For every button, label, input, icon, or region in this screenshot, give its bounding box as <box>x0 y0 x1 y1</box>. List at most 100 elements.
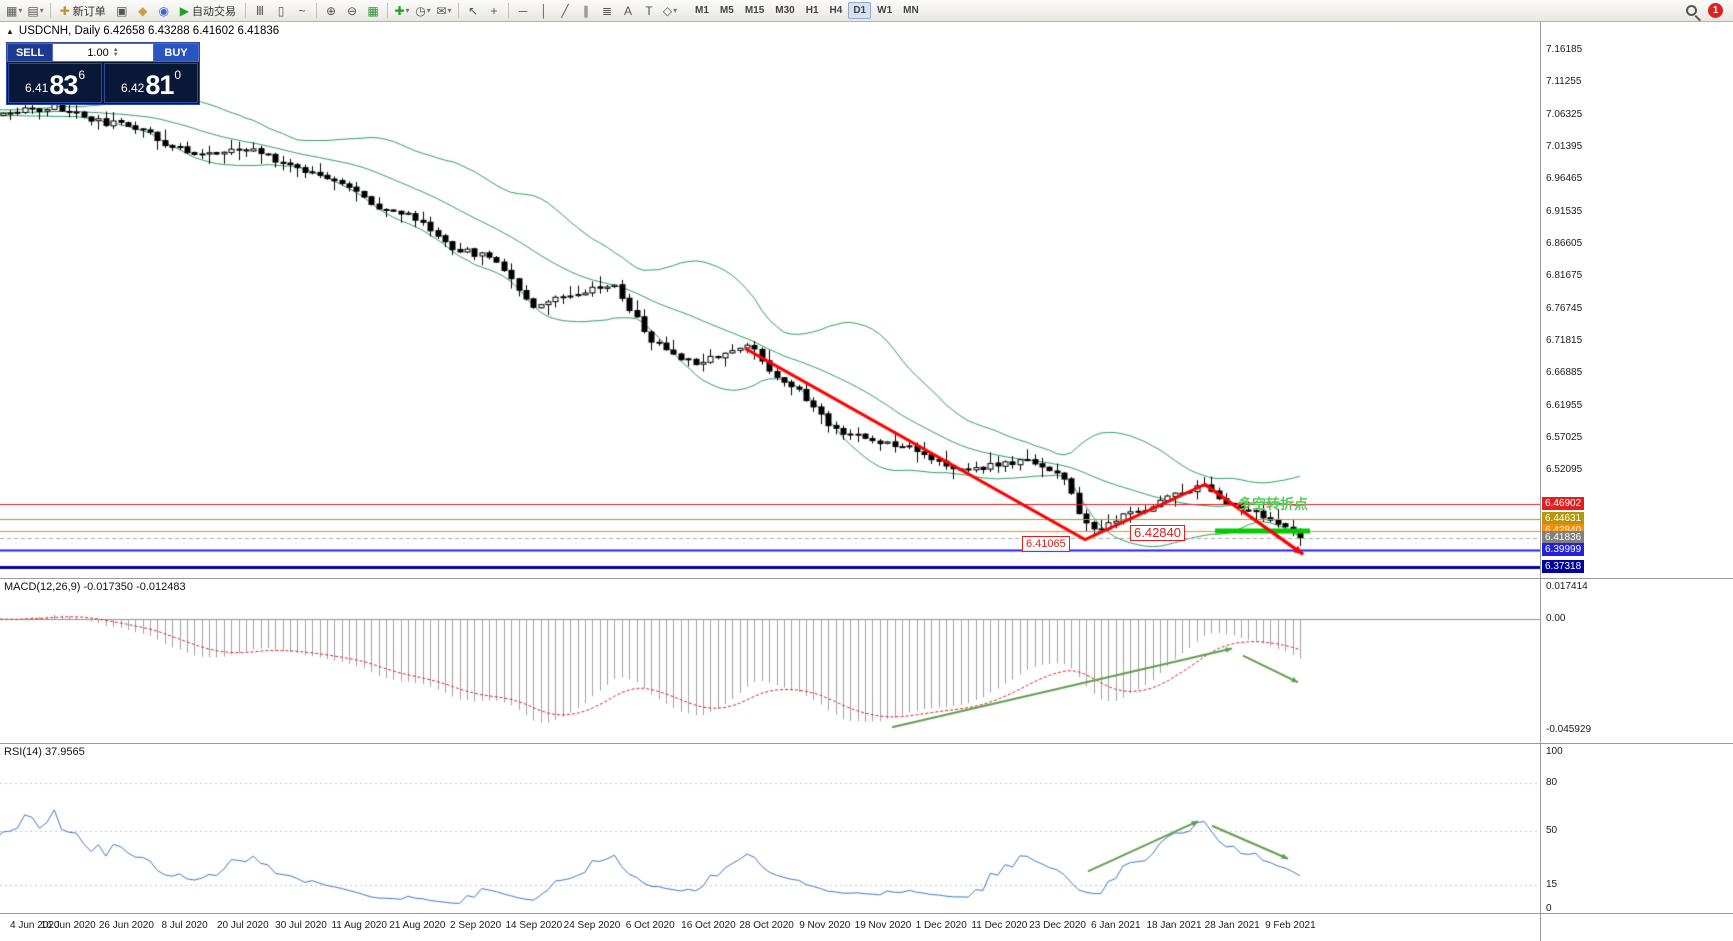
new-chart-icon[interactable]: ▦ ▾ <box>6 3 23 18</box>
label-icon[interactable]: T <box>645 3 653 18</box>
toolbar-divider <box>387 3 389 18</box>
toolbar: ▦ ▾ ▤ ▾ ✚ 新订单 ▣ ◆ ◉ ▶ 自动交易 Ⅲ ▯ ~ ⊕ ⊖ ▦ ✚ ▾ ◷ ▾ ✉ ▾ ↖ + ─ │ ╱ ∥ ≣ A T ◇ ▾ … <box>0 0 1733 22</box>
chart-window-icon[interactable]: ▣ <box>116 3 128 18</box>
volume-value: 1.00 <box>87 46 109 59</box>
axis-scale-label: -0.045929 <box>1546 723 1592 735</box>
zoom-in-icon[interactable]: ⊕ <box>325 3 337 18</box>
market-icon[interactable]: ◉ <box>158 3 170 18</box>
toolbar-divider <box>508 3 510 18</box>
volume-stepper[interactable]: ▲ ▼ <box>112 46 119 58</box>
price-axis[interactable]: 7.16185 7.11255 7.06325 7.01395 6.96465 6.915… <box>1540 22 1733 941</box>
date-axis-label: 16 Jun 2020 <box>40 920 96 931</box>
timeframe-m30-button[interactable]: M30 <box>775 5 795 16</box>
sell-price-big: 83 <box>49 70 78 100</box>
rsi-label: RSI(14) 37.9565 <box>4 746 85 758</box>
main-chart-panel: ▲ USDCNH, Daily 6.42658 6.43288 6.41602 … <box>0 22 1540 579</box>
bars-mode-icon[interactable]: Ⅲ <box>255 3 265 18</box>
toolbar-divider <box>458 3 460 18</box>
panel-divider[interactable] <box>0 578 1733 579</box>
buy-price-button[interactable]: 6.42 81 0 <box>104 63 198 103</box>
chart-ohlc-title: USDCNH, Daily 6.42658 6.43288 6.41602 6.… <box>18 25 280 37</box>
volume-down-icon[interactable]: ▼ <box>112 51 119 58</box>
one-click-trading-panel: SELL 1.00 ▲ ▼ BUY 6.41 83 6 6.42 81 0 <box>6 42 200 105</box>
axis-scale-label: 6.86605 <box>1546 238 1583 250</box>
macd-panel: MACD(12,26,9) -0.017350 -0.012483 <box>0 579 1540 744</box>
new-order-button[interactable]: ✚ 新订单 <box>59 3 106 18</box>
price-level-tag: 6.41836 <box>1542 530 1585 544</box>
volume-up-icon[interactable]: ▲ <box>112 46 119 53</box>
price-level-tag: 6.37318 <box>1542 560 1585 574</box>
axis-scale-label: 15 <box>1546 879 1558 891</box>
price-level-tag: 6.46902 <box>1542 497 1585 511</box>
macd-canvas[interactable] <box>0 579 1540 744</box>
date-axis-label: 14 Sep 2020 <box>505 920 563 931</box>
axis-scale-label: 7.11255 <box>1546 76 1582 88</box>
notification-badge[interactable]: 1 <box>1708 3 1723 18</box>
time-axis[interactable]: 4 Jun 2020 16 Jun 2020 26 Jun 2020 8 Jul 20… <box>0 914 1540 941</box>
shapes-icon[interactable]: ◇ ▾ <box>662 3 678 18</box>
date-axis-label: 24 Sep 2020 <box>563 920 621 931</box>
fibonacci-icon[interactable]: ≣ <box>601 3 613 18</box>
vertical-line-icon[interactable]: │ <box>540 3 548 18</box>
metaeditor-icon[interactable]: ◆ <box>138 3 148 18</box>
zoom-out-icon[interactable]: ⊖ <box>346 3 358 18</box>
axis-scale-label: 6.91535 <box>1546 205 1583 217</box>
toolbar-divider <box>245 3 247 18</box>
rsi-canvas[interactable] <box>0 744 1540 914</box>
text-icon[interactable]: A <box>624 3 633 18</box>
axis-scale-label: 6.66885 <box>1546 367 1583 379</box>
horizontal-line-icon[interactable]: ─ <box>518 3 528 18</box>
buy-button[interactable]: BUY <box>153 43 199 62</box>
periods-icon[interactable]: ◷ ▾ <box>415 3 431 18</box>
axis-scale-label: 6.96465 <box>1546 173 1583 185</box>
price-annotation-box: 6.42840 <box>1130 525 1185 542</box>
timeframe-w1-button[interactable]: W1 <box>877 5 893 16</box>
chart-window: ▲ USDCNH, Daily 6.42658 6.43288 6.41602 … <box>0 22 1733 941</box>
rsi-panel: RSI(14) 37.9565 <box>0 744 1540 914</box>
timeframe-d1-button[interactable]: D1 <box>848 2 872 19</box>
crosshair-icon[interactable]: + <box>490 3 498 18</box>
timeframe-h1-button[interactable]: H1 <box>805 5 819 16</box>
sell-button[interactable]: SELL <box>7 43 53 62</box>
price-level-tag: 6.39999 <box>1542 542 1585 556</box>
toolbar-divider <box>316 3 318 18</box>
panel-divider[interactable] <box>0 743 1733 744</box>
main-chart-canvas[interactable] <box>0 22 1540 579</box>
timeframe-m5-button[interactable]: M5 <box>719 5 734 16</box>
date-axis-label: 30 Jul 2020 <box>275 920 327 931</box>
indicators-icon[interactable]: ✚ ▾ <box>394 3 410 18</box>
date-axis-label: 19 Nov 2020 <box>854 920 912 931</box>
axis-scale-label: 6.76745 <box>1546 302 1583 314</box>
line-mode-icon[interactable]: ~ <box>298 3 306 18</box>
price-level-tag: 6.44631 <box>1542 512 1585 526</box>
toolbar-divider <box>49 3 51 18</box>
date-axis-label: 8 Jul 2020 <box>161 920 208 931</box>
autotrading-button[interactable]: ▶ 自动交易 <box>179 3 237 18</box>
date-axis-label: 2 Sep 2020 <box>450 920 502 931</box>
timeframe-m1-button[interactable]: M1 <box>695 5 709 16</box>
axis-scale-label: 6.81675 <box>1546 270 1583 282</box>
channel-icon[interactable]: ∥ <box>583 3 590 18</box>
axis-scale-label: 6.71815 <box>1546 335 1583 347</box>
axis-scale-label: 6.57025 <box>1546 432 1583 444</box>
axis-scale-label: 0.00 <box>1546 613 1566 624</box>
date-axis-label: 9 Nov 2020 <box>799 920 851 931</box>
search-icon[interactable] <box>1681 2 1701 20</box>
tile-windows-icon[interactable]: ▦ <box>367 3 379 18</box>
volume-input[interactable]: 1.00 ▲ ▼ <box>53 43 153 62</box>
date-axis-label: 9 Feb 2021 <box>1265 920 1316 931</box>
price-annotation-box: 6.41065 <box>1022 535 1070 552</box>
timeframe-m15-button[interactable]: M15 <box>744 5 765 16</box>
timeframe-h4-button[interactable]: H4 <box>829 5 843 16</box>
date-axis-label: 28 Jan 2021 <box>1204 920 1260 931</box>
sell-price-button[interactable]: 6.41 83 6 <box>8 63 102 103</box>
candles-mode-icon[interactable]: ▯ <box>277 3 285 18</box>
trendline-icon[interactable]: ╱ <box>561 3 569 18</box>
symbol-marker-icon: ▲ <box>6 26 14 36</box>
axis-scale-label: 7.01395 <box>1546 141 1583 152</box>
date-axis-label: 18 Jan 2021 <box>1146 920 1202 931</box>
profiles-icon[interactable]: ▤ ▾ <box>27 3 44 18</box>
cursor-icon[interactable]: ↖ <box>467 3 479 18</box>
templates-icon[interactable]: ✉ ▾ <box>436 3 452 18</box>
timeframe-mn-button[interactable]: MN <box>903 5 919 16</box>
